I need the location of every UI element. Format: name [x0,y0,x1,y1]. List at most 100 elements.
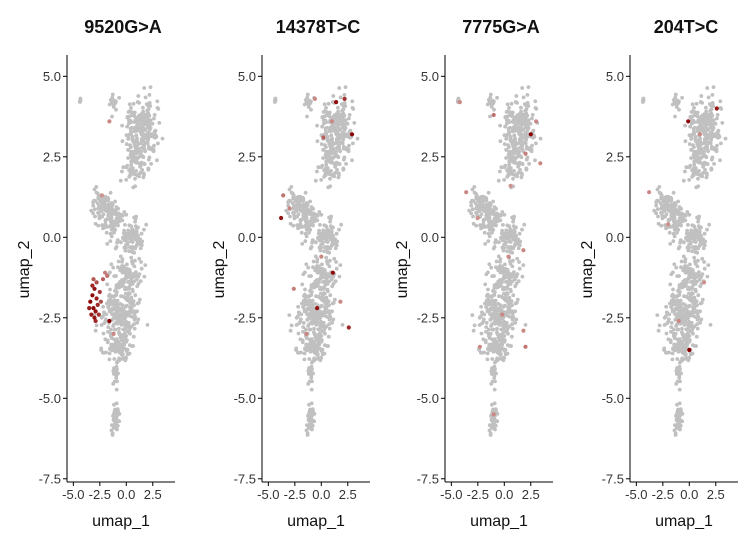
cell-point [657,190,662,195]
cell-point [338,115,342,119]
cell-point [691,118,696,123]
cell-point [100,314,105,319]
cell-point [114,274,118,278]
cell-point [520,162,525,167]
cell-point [508,110,512,115]
cell-point [334,266,339,271]
cell-point [485,102,490,107]
cell-point [117,326,121,331]
cell-point [688,352,693,357]
cell-point [323,296,328,301]
cell-point [671,231,676,236]
y-tick-label: -7.5 [234,471,256,486]
y-tick-label: -5.0 [417,391,439,406]
cell-point [144,121,149,126]
cell-point [287,198,291,203]
cell-point [689,228,694,233]
cell-point [710,118,715,123]
cell-point [109,262,114,267]
cell-point [111,324,115,328]
cell-point [107,351,112,356]
cell-point [327,129,332,134]
cell-point [696,258,700,263]
cell-point [97,205,102,210]
cell-point [688,297,692,302]
cell-point [141,105,145,110]
cell-point [111,265,116,270]
cell-point [114,216,119,221]
expressing-cell-point [111,331,116,336]
cell-point [710,113,715,118]
cell-point [322,343,327,347]
y-tick-label: 5.0 [606,69,624,84]
cell-point [662,323,667,327]
cell-point [146,103,151,108]
cell-point [304,214,309,218]
cell-point [339,121,344,126]
cell-point [319,212,324,217]
cell-point [715,143,719,148]
cell-point [686,355,691,360]
cell-point [328,140,333,145]
cell-point [286,211,290,216]
cell-point [700,256,705,261]
cell-point [504,228,509,233]
cell-point [105,224,110,229]
cell-point [307,230,311,235]
cell-point [694,279,698,284]
cell-point [341,157,346,162]
cell-point [314,314,318,319]
cell-point [699,94,704,98]
cell-point [128,143,132,148]
expressing-cell-point [334,100,339,105]
cell-point [126,275,131,279]
cell-point [493,238,498,243]
cell-point [477,323,482,327]
cell-point [486,223,491,228]
expressing-cell-point [107,318,112,324]
cell-point [329,160,334,165]
cell-point [110,346,114,351]
cell-point [685,210,690,214]
cell-point [148,85,153,89]
cell-point [143,95,148,100]
cell-point [139,141,144,146]
cell-point [125,163,130,168]
cell-point [695,129,700,134]
cell-point [316,165,321,170]
cell-point [671,287,675,292]
cell-point [303,287,307,292]
cell-point [292,205,297,210]
cell-point [120,169,124,174]
cell-point [507,166,512,170]
cell-point [145,141,150,146]
cell-point [160,136,165,141]
cell-point [304,206,309,211]
cell-point [325,247,330,251]
cell-point [503,297,507,302]
cell-point [112,408,117,413]
cell-point [691,143,695,148]
cell-point [706,263,711,267]
cell-point [146,166,151,171]
cell-point [517,160,522,165]
cell-point [150,121,155,126]
cell-point [333,246,338,251]
cell-point [296,304,300,309]
cell-point [109,214,114,218]
cell-point [674,424,679,428]
cell-point [326,157,331,162]
cell-point [696,315,701,319]
cell-point [695,311,700,316]
cell-point [678,238,683,243]
cell-point [503,163,508,168]
cell-point [337,135,342,140]
cell-point [668,282,673,287]
cell-point [504,156,508,160]
cell-point [325,125,329,130]
cell-point [134,120,139,124]
cell-point [132,311,137,316]
panel-3: 7775G>A5.02.50.0-2.5-5.0-7.5-5.0 -2.5 0.0 2… [394,17,553,530]
cell-point [698,309,702,314]
cell-point [304,342,309,347]
